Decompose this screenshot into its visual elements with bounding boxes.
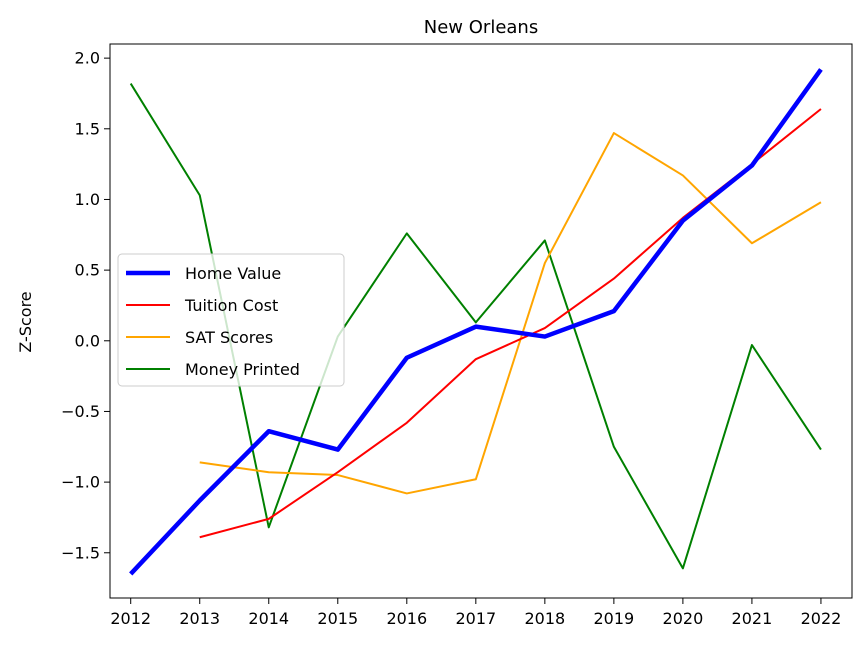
- legend-label-sat-scores: SAT Scores: [185, 328, 273, 347]
- legend-box: [117, 253, 345, 387]
- series-line-money-printed: [129, 83, 822, 570]
- legend: Home Value Tuition Cost SAT Scores Money Pr…: [117, 253, 345, 387]
- axis-ticks: 2012 2013 2014 2015 2016 2017 2018 2019 2020 2021…: [61, 49, 841, 628]
- y-tick-label: −1.0: [61, 473, 100, 492]
- x-tick-label: 2013: [179, 609, 220, 628]
- y-tick-label: 2.0: [75, 49, 100, 68]
- y-tick-label: −0.5: [61, 402, 100, 421]
- x-tick-label: 2012: [110, 609, 151, 628]
- y-tick-label: 0.0: [75, 331, 100, 350]
- x-tick-label: 2015: [317, 609, 358, 628]
- y-tick-label: 1.0: [75, 190, 100, 209]
- chart-title: New Orleans: [424, 17, 538, 38]
- series-line-home-value: [129, 68, 823, 576]
- x-tick-label: 2022: [801, 609, 842, 628]
- series-line-sat-scores: [199, 132, 822, 495]
- x-tick-label: 2016: [386, 609, 427, 628]
- x-tick-label: 2017: [455, 609, 496, 628]
- legend-label-home-value: Home Value: [185, 264, 281, 283]
- x-tick-label: 2021: [732, 609, 773, 628]
- x-tick-label: 2014: [248, 609, 289, 628]
- legend-label-tuition-cost: Tuition Cost: [184, 296, 278, 315]
- y-tick-label: −1.5: [61, 543, 100, 562]
- y-tick-label: 0.5: [75, 261, 100, 280]
- x-tick-label: 2018: [524, 609, 565, 628]
- y-axis-label: Z-Score: [16, 291, 35, 352]
- series-lines: [129, 68, 823, 576]
- y-tick-label: 1.5: [75, 119, 100, 138]
- plot-area-frame: [109, 43, 853, 599]
- x-tick-label: 2019: [594, 609, 635, 628]
- x-tick-label: 2020: [663, 609, 704, 628]
- legend-label-money-printed: Money Printed: [185, 360, 300, 379]
